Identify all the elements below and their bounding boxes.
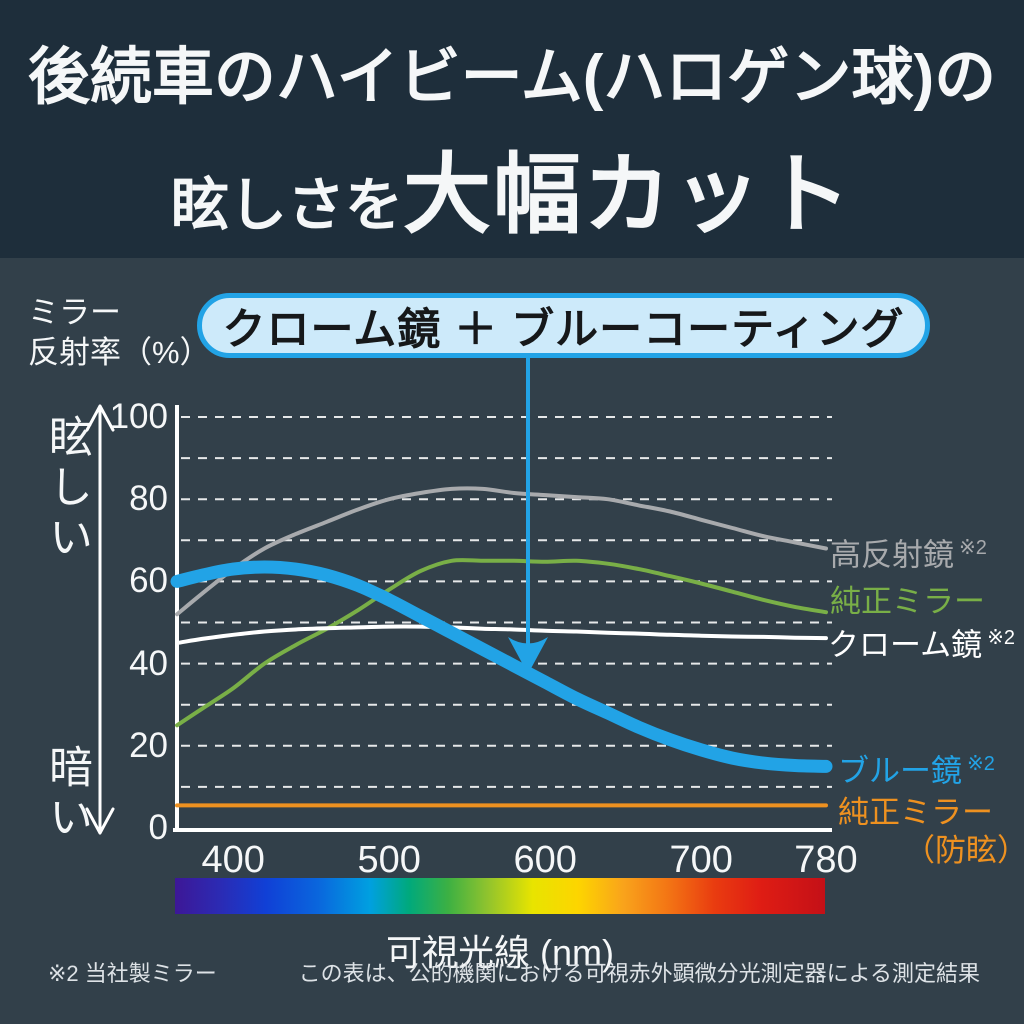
y-tick-label: 60: [129, 561, 168, 601]
legend-label: 純正ミラー: [830, 584, 985, 619]
y-axis-title-line1: ミラー: [28, 295, 121, 330]
callout-bubble: クローム鏡 ＋ ブルーコーティング: [197, 293, 930, 358]
y-tick-label: 80: [129, 479, 168, 519]
headline-line2: 眩しさを 大幅カット: [171, 124, 853, 251]
legend-footnote-mark: ※2: [959, 537, 987, 559]
legend-footnote-mark: ※2: [967, 753, 995, 775]
series-curve-0: [175, 486, 828, 617]
x-tick-label: 600: [513, 839, 577, 881]
y-tick-label: 40: [129, 643, 168, 683]
callout-text: クローム鏡 ＋ ブルーコーティング: [222, 305, 905, 354]
y-axis-title: ミラー 反射率（%）: [28, 293, 211, 373]
legend-label: 高反射鏡: [830, 537, 954, 573]
legend-blue-mirror: ブルー鏡 ※2: [838, 744, 995, 791]
series-curve-3: [170, 560, 833, 773]
y-tick-label: 100: [109, 397, 168, 436]
header-banner: 後続車のハイビーム(ハロゲン球)の 眩しさを 大幅カット: [0, 0, 1024, 258]
legend-footnote-mark: ※2: [987, 627, 1015, 649]
y-axis-title-line2: 反射率（%）: [28, 335, 211, 370]
headline-line1: 後続車のハイビーム(ハロゲン球)の: [27, 43, 997, 112]
legend-label: ブルー鏡: [838, 753, 962, 789]
callout-arrow-head-icon: [508, 637, 548, 674]
legend-label: 純正ミラー: [838, 795, 993, 830]
x-tick-label: 780: [794, 839, 858, 881]
legend-genuine-mirror: 純正ミラー: [830, 582, 985, 622]
y-tick-label: 0: [148, 808, 168, 847]
series-curve-1: [175, 558, 828, 728]
x-tick-label: 500: [357, 839, 421, 881]
visible-spectrum-bar: [175, 878, 825, 914]
x-tick-label: 400: [201, 839, 265, 881]
headline-line2-large: 大幅カット: [403, 145, 854, 244]
y-tick-label: 20: [129, 725, 168, 765]
bright-end-label: 眩しい: [42, 414, 91, 564]
footnote-company-mirror: ※2 当社製ミラー: [48, 961, 217, 986]
legend-chrome-mirror: クローム鏡 ※2: [828, 618, 1015, 665]
legend-genuine-antiglare-mirror: 純正ミラー （防眩）: [838, 793, 1024, 869]
legend-label-line2: （防眩）: [904, 833, 1024, 868]
x-axis-label: 可視光線 (nm): [386, 932, 614, 973]
headline-line2-small: 眩しさを: [170, 173, 403, 238]
bright-dark-arrow-icon: [85, 404, 115, 835]
dark-end-label: 暗い: [42, 744, 91, 844]
legend-high-reflective-mirror: 高反射鏡 ※2: [830, 528, 987, 575]
series-curve-2: [175, 624, 828, 645]
legend-label: クローム鏡: [828, 627, 983, 663]
x-tick-label: 700: [669, 839, 733, 881]
footnote-measurement: この表は、公的機関における可視赤外顕微分光測定器による測定結果: [298, 961, 980, 986]
